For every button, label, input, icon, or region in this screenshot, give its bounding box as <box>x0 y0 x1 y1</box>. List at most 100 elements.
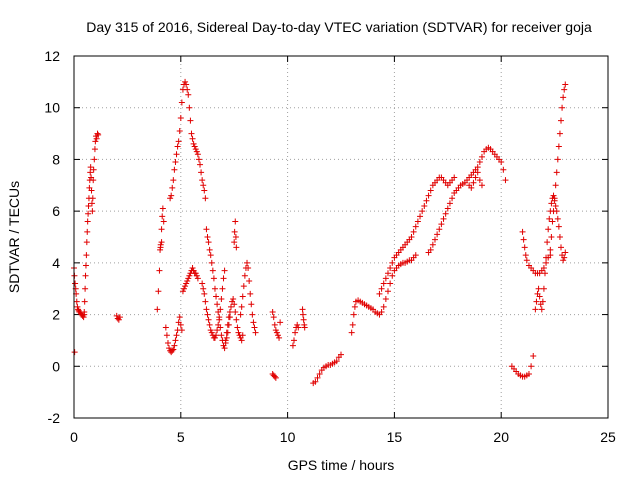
data-point <box>498 159 505 166</box>
data-point <box>115 316 122 323</box>
data-point <box>244 259 251 266</box>
data-point <box>185 275 192 282</box>
data-point <box>233 244 240 251</box>
data-point <box>348 329 355 336</box>
data-point <box>239 332 246 339</box>
y-tick-label: 8 <box>52 151 60 167</box>
data-point <box>384 288 391 295</box>
x-tick-label: 0 <box>70 429 78 445</box>
data-point <box>219 285 226 292</box>
data-point <box>312 378 319 385</box>
data-point <box>164 340 171 347</box>
data-point <box>351 303 358 310</box>
data-point <box>92 138 99 145</box>
data-point <box>194 275 201 282</box>
data-point <box>237 311 244 318</box>
data-point <box>234 324 241 331</box>
data-point <box>171 166 178 173</box>
data-point <box>231 301 238 308</box>
data-point <box>427 187 434 194</box>
data-point <box>113 312 120 319</box>
data-point <box>521 244 528 251</box>
data-point <box>185 91 192 98</box>
data-point <box>540 265 547 272</box>
data-point <box>223 329 230 336</box>
data-point <box>431 236 438 243</box>
data-point <box>189 135 196 142</box>
data-point <box>423 197 430 204</box>
data-point <box>387 265 394 272</box>
data-point <box>72 280 79 287</box>
data-point <box>429 241 436 248</box>
data-point <box>231 239 238 246</box>
chart-title: Day 315 of 2016, Sidereal Day-to-day VTE… <box>86 19 592 35</box>
data-point <box>300 316 307 323</box>
data-point <box>239 293 246 300</box>
data-point <box>90 177 97 184</box>
data-point <box>83 239 90 246</box>
data-point <box>522 252 529 259</box>
data-point <box>213 332 220 339</box>
data-point <box>88 200 95 207</box>
data-point <box>235 329 242 336</box>
data-point <box>87 169 94 176</box>
data-point <box>205 239 212 246</box>
data-point <box>201 290 208 297</box>
data-point <box>207 252 214 259</box>
data-point <box>211 285 218 292</box>
data-point <box>500 166 507 173</box>
data-point <box>528 363 535 370</box>
data-point <box>552 182 559 189</box>
data-point <box>476 159 483 166</box>
data-point <box>444 205 451 212</box>
data-point <box>171 342 178 349</box>
data-point <box>543 254 550 261</box>
data-point <box>81 308 88 315</box>
data-point <box>412 252 419 259</box>
data-point <box>178 99 185 106</box>
data-point <box>206 321 213 328</box>
data-point <box>316 371 323 378</box>
x-tick-label: 10 <box>280 429 296 445</box>
data-point <box>248 301 255 308</box>
data-point <box>252 329 259 336</box>
data-point <box>231 228 238 235</box>
data-point <box>545 226 552 233</box>
data-point <box>419 208 426 215</box>
data-point <box>95 131 102 138</box>
data-point <box>176 127 183 134</box>
data-point <box>192 270 199 277</box>
data-point <box>438 221 445 228</box>
data-point <box>181 285 188 292</box>
data-point <box>449 195 456 202</box>
data-point <box>554 215 561 222</box>
data-point <box>561 86 568 93</box>
data-point <box>272 374 279 381</box>
data-point <box>172 337 179 344</box>
data-point <box>211 334 218 341</box>
data-point <box>299 311 306 318</box>
data-point <box>217 324 224 331</box>
data-point <box>227 303 234 310</box>
data-point <box>220 275 227 282</box>
data-point <box>523 257 530 264</box>
data-point <box>269 308 276 315</box>
data-point <box>562 81 569 88</box>
data-point <box>387 280 394 287</box>
tick-labels: 0 5 10 15 20 25 -2 0 2 4 6 8 10 12 <box>44 48 616 445</box>
data-point <box>169 347 176 354</box>
data-point <box>549 218 556 225</box>
data-point <box>533 298 540 305</box>
data-point <box>206 246 213 253</box>
data-point <box>173 151 180 158</box>
data-point <box>558 117 565 124</box>
data-point <box>162 324 169 331</box>
data-point <box>550 192 557 199</box>
data-point <box>314 374 321 381</box>
data-point <box>203 226 210 233</box>
data-point <box>93 135 100 142</box>
data-point <box>209 267 216 274</box>
data-point <box>166 345 173 352</box>
data-point <box>544 239 551 246</box>
